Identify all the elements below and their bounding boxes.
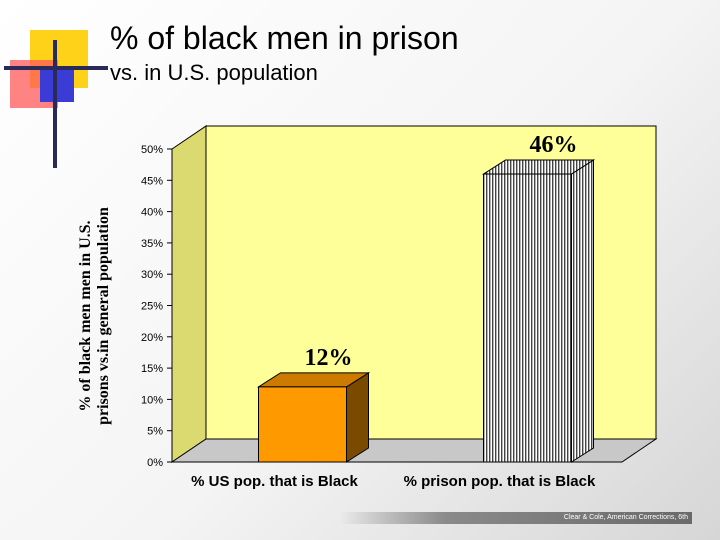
y-tick-label: 25% <box>141 301 163 313</box>
y-tick-label: 40% <box>141 207 163 219</box>
y-tick-label: 20% <box>141 332 163 344</box>
bar <box>256 371 371 463</box>
bar-side <box>571 159 594 463</box>
bar-front <box>483 173 572 463</box>
plot-side-wall <box>171 125 207 463</box>
y-tick-label: 30% <box>141 269 163 281</box>
slide-subtitle: vs. in U.S. population <box>110 60 318 85</box>
decor-blue-square <box>40 68 74 102</box>
data-label: 46% <box>530 132 578 158</box>
x-category-label: % US pop. that is Black <box>191 473 358 490</box>
decor-horizontal-line <box>4 66 108 70</box>
x-category-label: % prison pop. that is Black <box>404 473 596 490</box>
y-tick-label: 35% <box>141 238 163 250</box>
bar-front <box>258 386 347 463</box>
decor-vertical-line <box>53 40 57 168</box>
y-tick-label: 50% <box>141 144 163 156</box>
y-tick-label: 5% <box>147 426 163 438</box>
slide-title: % of black men in prison <box>110 20 459 56</box>
y-tick-label: 15% <box>141 363 163 375</box>
citation-footer: Clear & Cole, American Corrections, 6th <box>340 512 692 524</box>
y-tick-label: 10% <box>141 394 163 406</box>
bar-side <box>346 371 369 463</box>
data-label: 12% <box>305 345 353 371</box>
y-tick-label: 0% <box>147 457 163 469</box>
bar <box>481 159 596 463</box>
y-tick-label: 45% <box>141 175 163 187</box>
